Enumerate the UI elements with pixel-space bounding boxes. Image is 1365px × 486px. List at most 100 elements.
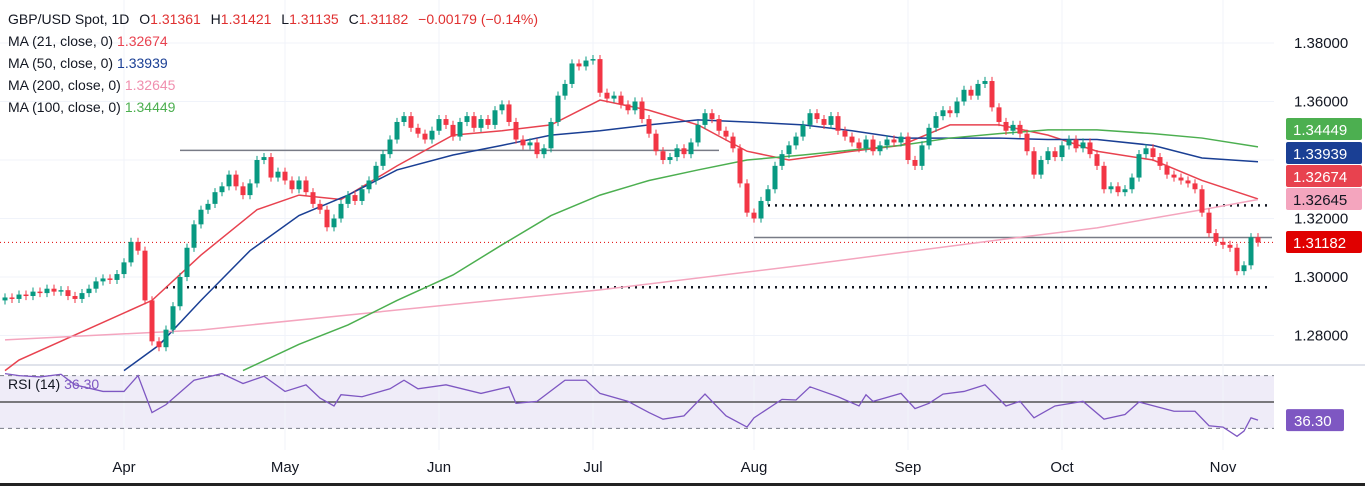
candle-body — [905, 136, 911, 160]
candle — [996, 103, 1002, 127]
candle-body — [149, 300, 155, 342]
candle — [1150, 144, 1156, 162]
price-axis[interactable]: 1.28000 1.30000 1.32000 1.36000 1.38000 1.344… — [1286, 35, 1362, 432]
price-tick-label: 1.38000 — [1294, 35, 1348, 52]
candle — [1122, 185, 1128, 197]
candle — [205, 199, 211, 214]
ma50-legend[interactable]: MA (50, close, 0) 1.33939 — [8, 52, 538, 74]
ma200-legend[interactable]: MA (200, close, 0) 1.32645 — [8, 74, 538, 96]
candle-body — [870, 139, 876, 152]
candle — [156, 337, 162, 352]
candle — [786, 141, 792, 159]
candle-body — [212, 192, 218, 204]
candle — [1213, 229, 1219, 246]
candle — [1185, 176, 1191, 188]
candle — [163, 325, 169, 352]
candle-body — [527, 142, 533, 146]
candle — [226, 170, 232, 191]
rsi-legend[interactable]: RSI (14) 36.30 — [8, 376, 99, 392]
candle — [919, 141, 925, 170]
candle-body — [982, 81, 988, 84]
candle — [135, 237, 141, 255]
candle-body — [492, 110, 498, 125]
candle — [121, 258, 127, 279]
candle — [37, 287, 43, 298]
candle-body — [184, 247, 190, 277]
candle-body — [464, 116, 470, 122]
candle-body — [597, 59, 603, 93]
candle — [275, 167, 281, 182]
candle — [702, 109, 708, 129]
candle — [730, 132, 736, 153]
open-label: O — [139, 11, 151, 27]
close-value: 1.31182 — [358, 11, 409, 27]
candle — [1017, 120, 1023, 138]
candles — [2, 54, 1261, 352]
candle-body — [674, 148, 680, 158]
candle — [198, 205, 204, 229]
candle — [779, 150, 785, 170]
candle-body — [604, 92, 610, 99]
price-label-background — [1286, 231, 1362, 253]
candle-body — [37, 291, 43, 294]
candle — [149, 296, 155, 346]
price-label-text: 1.32674 — [1293, 169, 1347, 186]
candle — [1164, 161, 1170, 179]
candle — [86, 284, 92, 298]
candle — [975, 79, 981, 100]
candle — [793, 132, 799, 150]
candle — [317, 199, 323, 214]
candle-body — [688, 142, 694, 155]
candle-body — [408, 116, 414, 128]
candle-body — [450, 124, 456, 137]
candle-body — [1045, 151, 1051, 160]
candle — [93, 277, 99, 293]
candle — [1206, 208, 1212, 238]
candle — [373, 161, 379, 185]
ma100-legend[interactable]: MA (100, close, 0) 1.34449 — [8, 96, 538, 118]
candle-body — [919, 145, 925, 166]
candle-body — [254, 160, 260, 184]
candle-body — [1241, 265, 1247, 272]
candle-body — [205, 203, 211, 210]
candle-body — [1129, 177, 1135, 190]
ma-line-21 — [4, 99, 1259, 372]
candle-body — [1101, 165, 1107, 190]
candle-body — [926, 127, 932, 146]
candle — [324, 205, 330, 232]
candle-body — [520, 139, 526, 146]
candle-body — [1227, 244, 1233, 248]
candle — [989, 76, 995, 112]
time-axis[interactable]: Apr May Jun Jul Aug Sep Oct Nov — [112, 459, 1237, 476]
candle — [1087, 138, 1093, 159]
candle — [1248, 233, 1254, 270]
candle — [884, 135, 890, 150]
candle-body — [352, 195, 358, 201]
candle-body — [884, 139, 890, 146]
ma-label: MA (50, close, 0) — [8, 55, 114, 71]
time-tick-label: Oct — [1050, 459, 1074, 476]
candle — [177, 272, 183, 311]
ma21-legend[interactable]: MA (21, close, 0) 1.32674 — [8, 30, 538, 52]
candle — [506, 100, 512, 127]
candle-body — [912, 160, 918, 166]
candle-body — [1171, 174, 1177, 178]
low-value: 1.31135 — [289, 11, 339, 27]
candle — [597, 54, 603, 97]
candle — [380, 150, 386, 170]
candle-body — [1010, 124, 1016, 131]
candle-body — [16, 294, 22, 299]
candle-body — [394, 121, 400, 140]
candle-body — [219, 186, 225, 193]
candle — [485, 114, 491, 129]
rsi-label-text: 36.30 — [1294, 413, 1332, 430]
candle-body — [1080, 142, 1086, 149]
candle-body — [863, 139, 869, 149]
candle-body — [562, 83, 568, 96]
candle-body — [163, 329, 169, 348]
candle — [737, 144, 743, 188]
candle — [1115, 182, 1121, 197]
candle — [9, 293, 15, 304]
symbol-title[interactable]: GBP/USD Spot, 1D — [8, 11, 130, 27]
